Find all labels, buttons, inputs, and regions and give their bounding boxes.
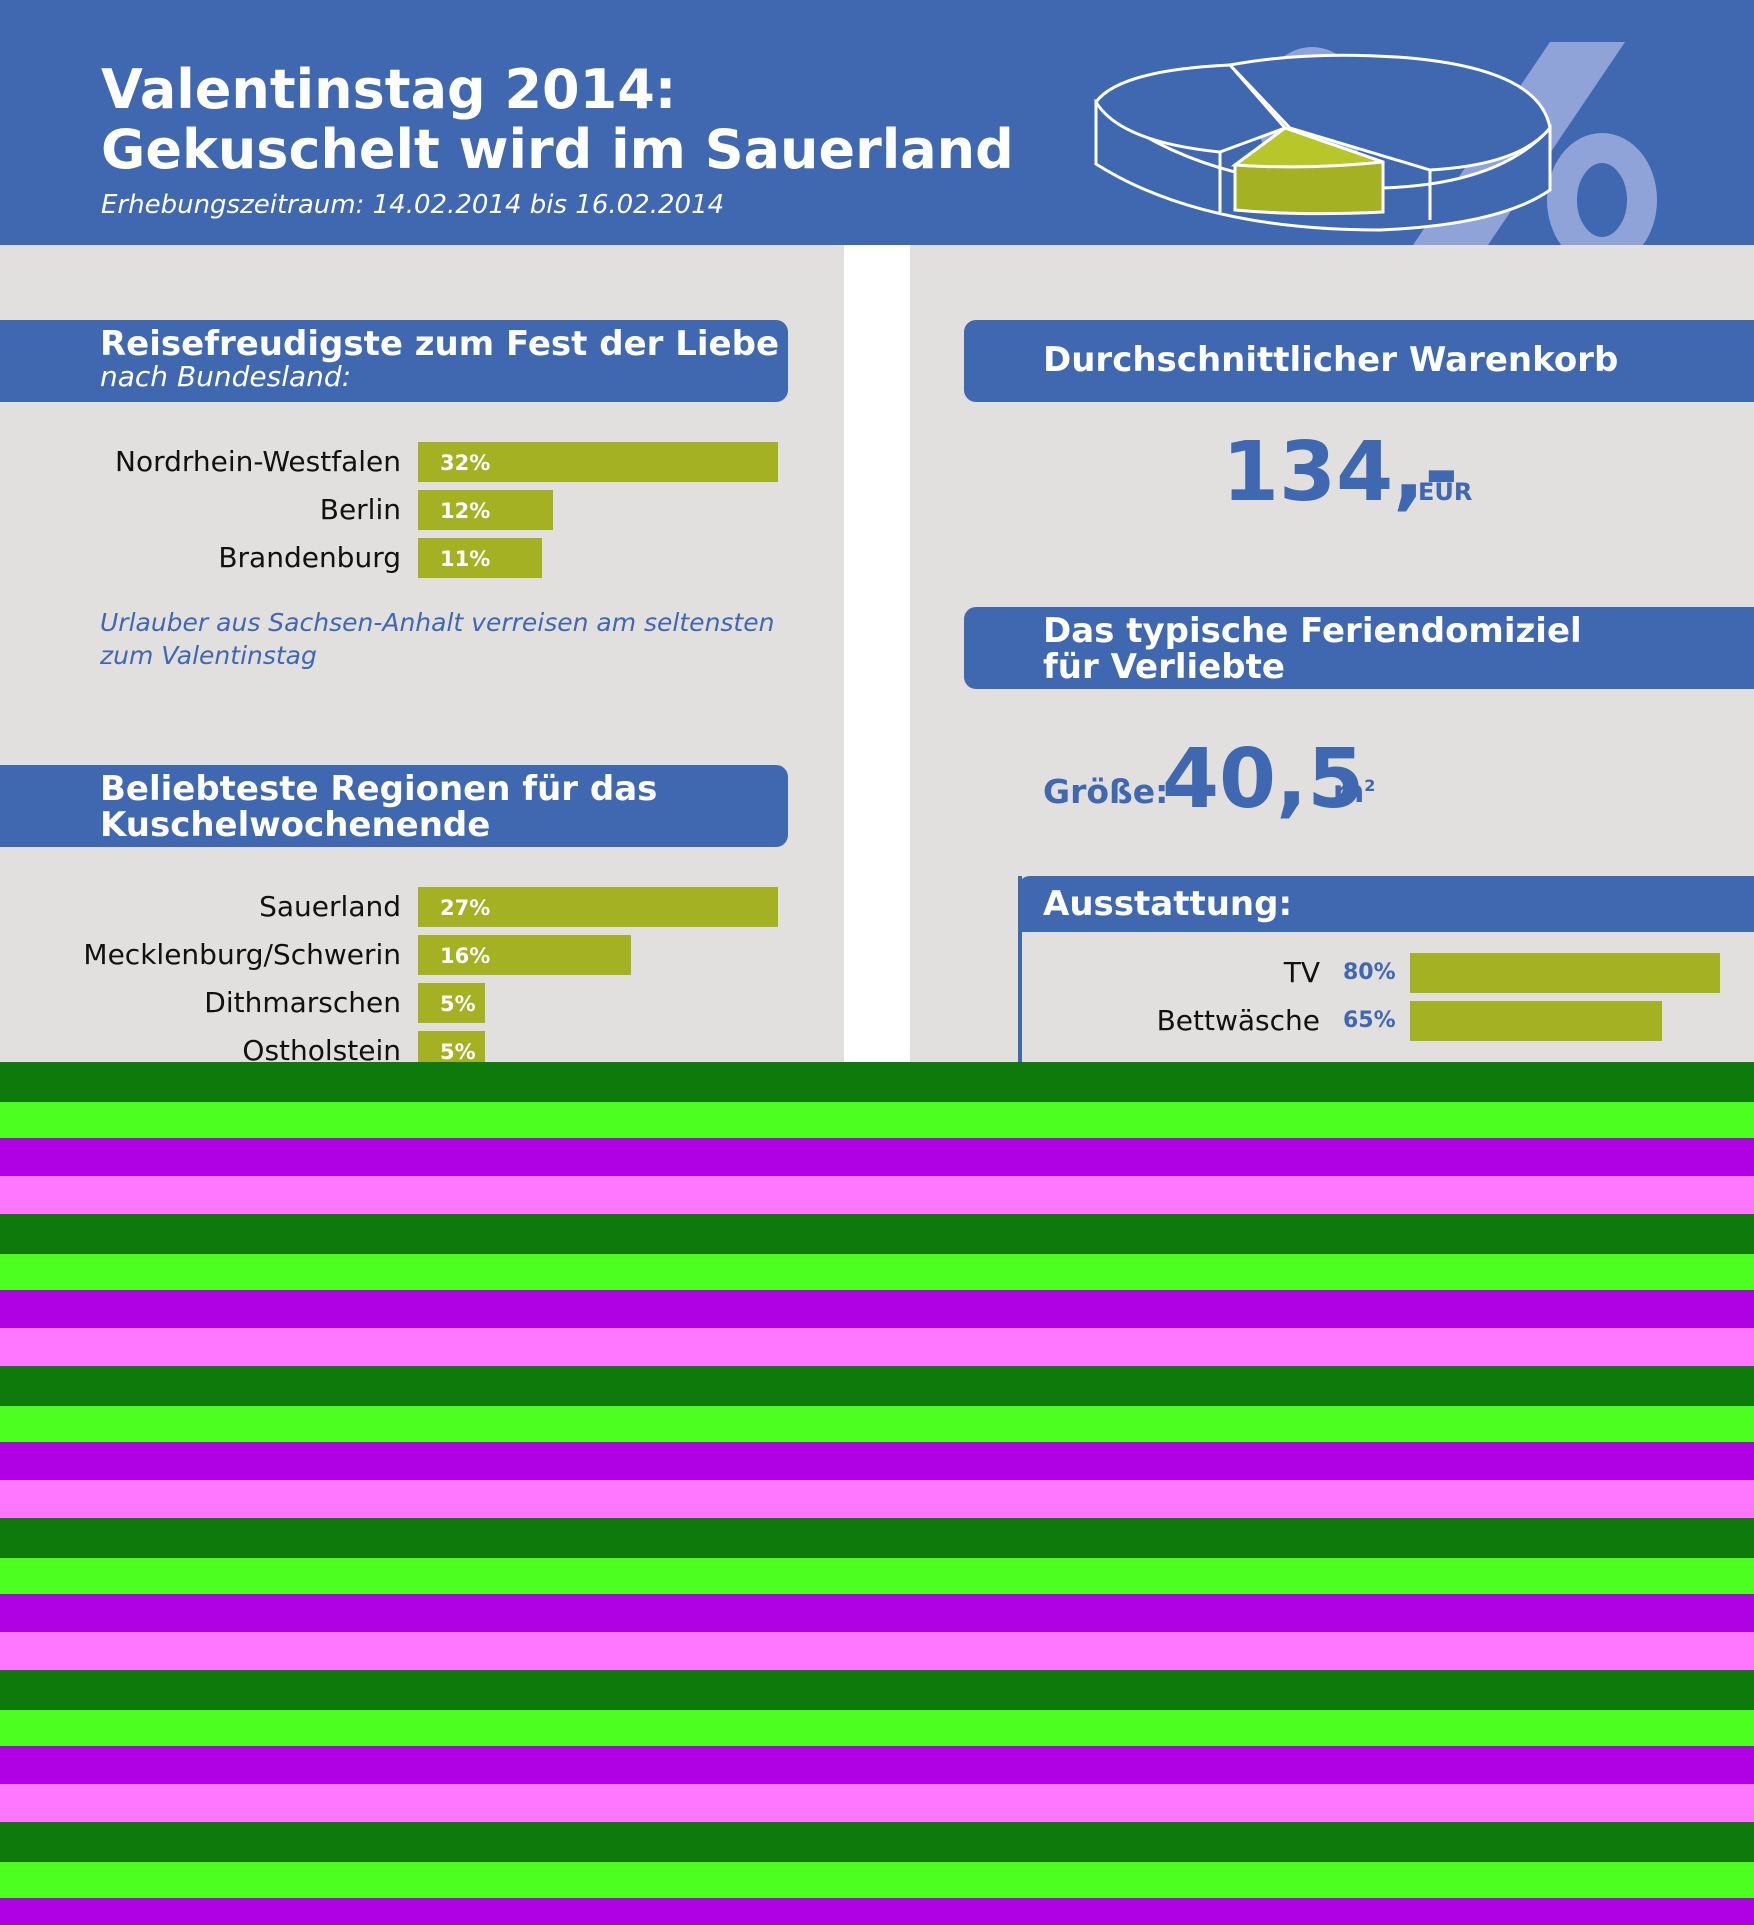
- section-title-basket: Durchschnittlicher Warenkorb: [1043, 340, 1619, 380]
- section-title-regions-1: Beliebteste Regionen für das: [100, 769, 658, 809]
- bar-category-label: TV: [1283, 956, 1320, 989]
- bar-category-label: Sauerland: [259, 890, 401, 923]
- size-unit-base: m: [1333, 775, 1365, 810]
- corrupted-image-region: [0, 1062, 1754, 1925]
- size-value: 40,5: [1162, 732, 1365, 827]
- bar-category-label: Nordrhein-Westfalen: [115, 445, 401, 478]
- equipment-box: [1018, 876, 1754, 1076]
- section-header-equipment: Ausstattung:: [1018, 876, 1754, 932]
- bar-category-label: Mecklenburg/Schwerin: [83, 938, 401, 971]
- page-title: Valentinstag 2014: Gekuschelt wird im Sa…: [101, 60, 1014, 180]
- title-line-2: Gekuschelt wird im Sauerland: [101, 118, 1014, 181]
- column-divider: [844, 245, 910, 1065]
- section-title-domicile-2: für Verliebte: [1043, 647, 1285, 687]
- section-header-regions: Beliebteste Regionen für das Kuschelwoch…: [0, 765, 788, 847]
- header-banner: Valentinstag 2014: Gekuschelt wird im Sa…: [0, 0, 1754, 245]
- pie-chart-icon: [1094, 42, 1657, 245]
- size-label: Größe:: [1043, 772, 1169, 811]
- bar: 11%: [418, 538, 542, 578]
- section-title-travel: Reisefreudigste zum Fest der Liebe: [100, 324, 780, 364]
- section-title-regions-2: Kuschelwochenende: [100, 805, 491, 845]
- size-unit: m2: [1333, 775, 1375, 810]
- section-header-domicile: Das typische Feriendomiziel für Verliebt…: [964, 607, 1754, 689]
- survey-period: Erhebungszeitraum: 14.02.2014 bis 16.02.…: [101, 190, 725, 220]
- bar: 5%: [418, 983, 485, 1023]
- bar-value-label: 65%: [1343, 1008, 1396, 1033]
- section-header-basket: Durchschnittlicher Warenkorb: [964, 320, 1754, 402]
- section-title-equipment: Ausstattung:: [1043, 884, 1293, 924]
- bar: 12%: [418, 490, 553, 530]
- bar: [1410, 1001, 1662, 1041]
- bar-category-label: Berlin: [319, 493, 401, 526]
- bar-category-label: Dithmarschen: [204, 986, 401, 1019]
- size-unit-sup: 2: [1364, 776, 1376, 795]
- section-header-travel: Reisefreudigste zum Fest der Liebe nach …: [0, 320, 788, 402]
- bar: 27%: [418, 887, 778, 927]
- bar-value-label: 80%: [1343, 960, 1396, 985]
- basket-value: 134,-: [1222, 425, 1459, 520]
- bar-category-label: Bettwäsche: [1156, 1004, 1320, 1037]
- bar: 16%: [418, 935, 632, 975]
- bar-category-label: Ostholstein: [242, 1034, 401, 1067]
- title-line-1: Valentinstag 2014:: [101, 58, 677, 121]
- bar: 32%: [418, 442, 778, 482]
- bar: [1410, 953, 1720, 993]
- section-title-domicile-1: Das typische Feriendomiziel: [1043, 611, 1582, 651]
- basket-unit: EUR: [1418, 478, 1473, 506]
- section-subtitle-travel: nach Bundesland:: [100, 360, 352, 393]
- bar-category-label: Brandenburg: [218, 541, 401, 574]
- note-text: Urlauber aus Sachsen-Anhalt verreisen am…: [100, 608, 775, 670]
